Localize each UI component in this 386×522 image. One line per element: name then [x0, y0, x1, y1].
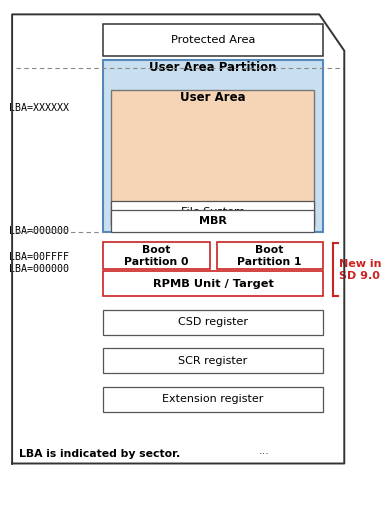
Bar: [217, 242, 323, 269]
Text: Protected Area: Protected Area: [171, 35, 255, 45]
Text: Boot
Partition 1: Boot Partition 1: [237, 245, 302, 267]
Text: ···: ···: [259, 449, 269, 459]
Bar: [103, 387, 323, 411]
Text: New in
SD 9.0: New in SD 9.0: [339, 258, 381, 281]
Bar: [103, 271, 323, 296]
Bar: [103, 23, 323, 56]
Bar: [103, 348, 323, 373]
Text: SCR register: SCR register: [178, 355, 248, 366]
Bar: [112, 90, 314, 226]
Bar: [112, 201, 314, 223]
Text: User Area Partition: User Area Partition: [149, 61, 277, 74]
Text: CSD register: CSD register: [178, 317, 248, 327]
Text: MBR: MBR: [199, 216, 227, 226]
Text: Boot
Partition 0: Boot Partition 0: [124, 245, 189, 267]
Text: Extension register: Extension register: [163, 394, 264, 404]
Bar: [103, 310, 323, 335]
Bar: [103, 60, 323, 232]
Bar: [103, 242, 210, 269]
Text: LBA=00FFFF: LBA=00FFFF: [8, 252, 69, 262]
Text: LBA is indicated by sector.: LBA is indicated by sector.: [19, 449, 181, 459]
Text: File System: File System: [181, 207, 245, 217]
Text: LBA=XXXXXX: LBA=XXXXXX: [8, 103, 69, 113]
Text: User Area: User Area: [180, 91, 245, 104]
Bar: [112, 210, 314, 232]
Text: RPMB Unit / Target: RPMB Unit / Target: [152, 279, 273, 289]
Text: LBA=000000: LBA=000000: [8, 264, 69, 274]
Text: LBA=000000: LBA=000000: [8, 226, 69, 236]
